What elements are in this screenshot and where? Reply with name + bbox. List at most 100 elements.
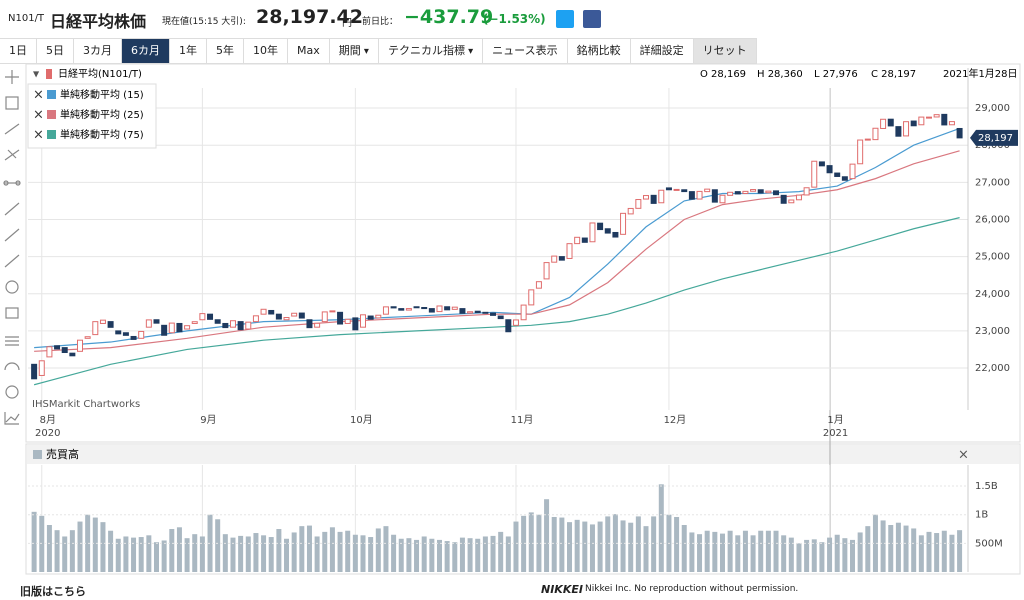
volume-bar — [880, 520, 886, 572]
toolbar-button[interactable]: ニュース表示 — [483, 39, 568, 63]
volume-bar — [284, 538, 290, 572]
toolbar-button[interactable]: 銘柄比較 — [568, 39, 631, 63]
volume-bar — [184, 538, 190, 572]
volume-bar — [765, 530, 771, 572]
x-tick-label: 10月 — [350, 414, 373, 426]
candle — [688, 191, 695, 200]
toolbar-button[interactable]: 10年 — [244, 39, 288, 63]
volume-bar — [589, 524, 595, 572]
candle — [551, 255, 558, 263]
toolbar-button[interactable]: 3カ月 — [74, 39, 122, 63]
change-caption: 前日比： — [362, 17, 399, 27]
unit: 円 — [342, 18, 352, 29]
candle — [191, 321, 198, 324]
volume-icon — [33, 450, 42, 459]
toolbar-button[interactable]: 1日 — [0, 39, 37, 63]
year-label: 2020 — [35, 428, 60, 439]
volume-bar — [123, 536, 129, 572]
ohlc-date: 2021年1月28日 — [943, 67, 1018, 80]
legend-remove[interactable]: × — [33, 88, 44, 103]
ohlc-close: C 28,197 — [871, 69, 916, 80]
candle — [176, 322, 183, 333]
x-tick-label: 11月 — [511, 414, 534, 426]
candle — [428, 308, 435, 313]
volume-bar — [582, 521, 588, 572]
toolbar-button[interactable]: 1年 — [170, 39, 207, 63]
candle — [505, 319, 512, 333]
volume-bar — [872, 514, 878, 572]
volume-bar — [804, 539, 810, 572]
candle — [895, 126, 902, 137]
y-tick-label: 24,000 — [975, 289, 1010, 300]
candle — [31, 363, 38, 380]
toolbar-button[interactable]: 詳細設定 — [631, 39, 694, 63]
old-version-link[interactable]: 旧版はこちら — [20, 585, 86, 598]
toolbar-button[interactable]: Max — [288, 39, 330, 63]
volume-bar — [406, 538, 412, 572]
volume-bar — [153, 542, 159, 572]
toolbar-button[interactable]: 5年 — [207, 39, 244, 63]
candle — [421, 306, 428, 310]
toolbar-button[interactable]: リセット — [693, 39, 757, 63]
candle — [719, 194, 726, 204]
legend-remove[interactable]: × — [33, 128, 44, 143]
candle — [528, 289, 535, 306]
volume-bar — [69, 530, 75, 572]
volume-bar — [574, 519, 580, 572]
candle — [887, 118, 894, 127]
legend-remove[interactable]: × — [33, 108, 44, 123]
candle — [352, 317, 359, 331]
volume-bar — [459, 537, 465, 572]
volume-bar — [291, 532, 297, 572]
candle — [589, 222, 596, 243]
volume-bar — [865, 526, 871, 572]
volume-bar — [750, 535, 756, 572]
toolbar-button[interactable]: テクニカル指標 — [379, 39, 484, 63]
volume-bar — [131, 537, 137, 572]
candle — [765, 190, 772, 194]
toolbar-button[interactable]: 6カ月 — [122, 39, 170, 63]
volume-bar — [176, 527, 182, 572]
candle — [161, 324, 168, 336]
symbol-icon — [46, 69, 52, 79]
volume-bar — [444, 541, 450, 572]
twitter-button[interactable] — [556, 10, 574, 28]
volume-bar — [567, 522, 573, 572]
volume-bar — [207, 514, 213, 572]
volume-bar — [161, 540, 167, 572]
volume-bar — [222, 534, 228, 572]
volume-bar — [643, 526, 649, 572]
legend-label: 単純移動平均 (75) — [60, 128, 144, 141]
candle — [864, 138, 871, 141]
candle — [168, 322, 175, 334]
volume-bar — [505, 536, 511, 572]
candle — [115, 330, 122, 335]
volume-bar — [138, 537, 144, 572]
volume-bar — [704, 530, 710, 572]
volume-bar — [299, 526, 305, 572]
volume-bar — [513, 521, 519, 572]
candle — [696, 190, 703, 200]
volume-bar — [475, 538, 481, 572]
volume-bar — [521, 515, 527, 572]
candle — [757, 189, 764, 194]
volume-bar — [322, 531, 328, 572]
volume-bar — [352, 534, 358, 572]
volume-bar — [628, 522, 634, 572]
volume-bar — [781, 535, 787, 572]
candle — [237, 321, 244, 331]
candle — [467, 311, 474, 314]
volume-title: 売買高 — [46, 447, 79, 461]
candle — [925, 116, 932, 119]
facebook-button[interactable] — [583, 10, 601, 28]
volume-bar — [337, 531, 343, 572]
toolbar-button[interactable]: 5日 — [37, 39, 74, 63]
candle — [826, 165, 833, 174]
volume-bar — [192, 534, 198, 572]
volume-bar — [773, 530, 779, 572]
candle — [229, 320, 236, 328]
candle — [811, 160, 818, 188]
candle — [604, 228, 611, 234]
close-button[interactable]: × — [958, 448, 969, 463]
toolbar-button[interactable]: 期間 — [330, 39, 379, 63]
